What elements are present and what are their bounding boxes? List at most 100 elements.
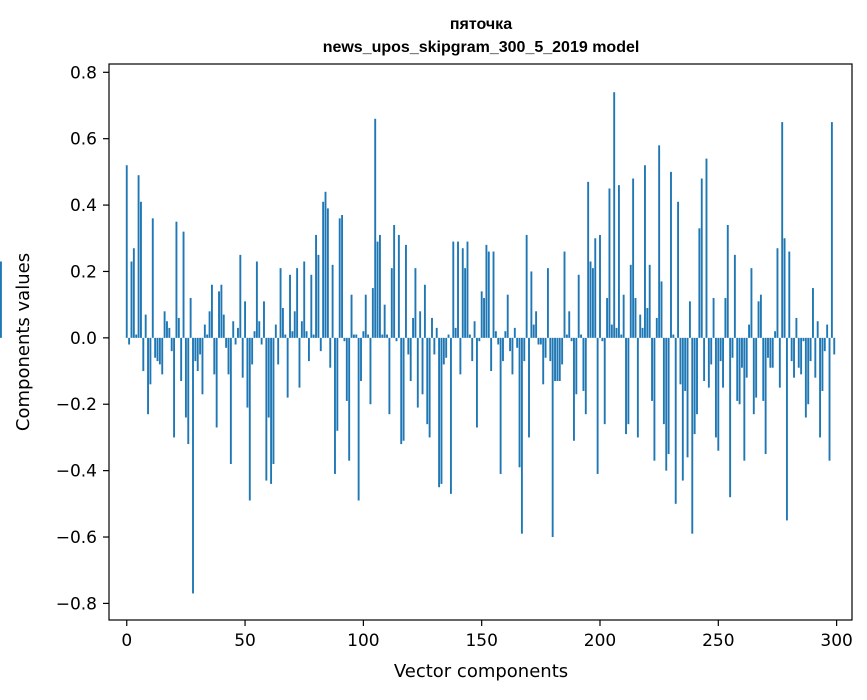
bar-component-291	[814, 337, 817, 378]
bar-component-81	[317, 254, 320, 338]
bar-component-141	[459, 337, 462, 375]
bar-component-281	[790, 337, 793, 362]
bar-component-199	[596, 337, 599, 474]
bar-component-8	[144, 314, 147, 338]
bar-component-108	[381, 334, 384, 338]
bar-component-107	[378, 234, 381, 338]
bar-component-46	[234, 337, 237, 345]
bar-component-171	[530, 271, 533, 338]
y-tick-label: −0.2	[56, 395, 97, 415]
bar-component-61	[270, 337, 273, 484]
bar-component-22	[177, 317, 180, 338]
bar-component-33	[203, 324, 206, 338]
bar-component-259	[738, 337, 741, 405]
bar-component-293	[819, 337, 821, 438]
bar-component-161	[506, 294, 509, 338]
bar-component-167	[520, 337, 523, 534]
bar-component-295	[823, 337, 826, 352]
bar-component-212	[627, 337, 630, 425]
bar-component-170	[528, 337, 530, 438]
bar-component-undefined	[0, 261, 2, 338]
bar-component-164	[513, 327, 516, 338]
bar-component-144	[466, 241, 469, 338]
bar-component-263	[748, 324, 751, 338]
bar-component-114	[395, 337, 398, 342]
bar-component-288	[807, 337, 810, 405]
bar-component-52	[248, 337, 251, 501]
bar-component-79	[312, 334, 315, 338]
bar-component-1	[128, 337, 131, 345]
bar-component-242	[698, 228, 701, 338]
bar-component-47	[237, 327, 239, 338]
bar-component-183	[558, 337, 561, 381]
bar-component-138	[452, 241, 455, 338]
bar-component-201	[601, 337, 604, 342]
bar-component-160	[504, 331, 507, 338]
bar-component-243	[700, 178, 703, 338]
bar-component-65	[279, 268, 282, 338]
y-tick-label: −0.6	[56, 528, 97, 548]
bar-component-232	[674, 337, 677, 504]
bar-component-21	[175, 221, 178, 338]
bar-component-275	[776, 248, 779, 338]
bar-component-90	[338, 218, 341, 338]
bar-component-41	[222, 314, 225, 338]
bar-component-134	[442, 337, 445, 365]
bar-component-207	[615, 327, 618, 338]
bar-component-30	[196, 337, 199, 372]
bar-component-72	[296, 268, 299, 338]
y-tick-label: −0.4	[56, 462, 97, 482]
bar-component-211	[625, 337, 627, 435]
bar-component-267	[757, 301, 760, 338]
bar-component-256	[731, 337, 734, 358]
bar-component-97	[355, 334, 358, 338]
bar-component-29	[194, 337, 197, 362]
bar-component-298	[830, 122, 833, 338]
y-tick-label: 0.4	[70, 196, 97, 216]
bar-component-129	[431, 317, 433, 338]
bar-component-282	[793, 337, 795, 378]
bar-component-187	[568, 311, 571, 338]
bar-component-280	[788, 251, 791, 338]
y-tick-label: 0.2	[70, 262, 97, 282]
bar-component-266	[755, 337, 758, 398]
bar-component-50	[244, 301, 246, 338]
bar-component-289	[809, 337, 812, 362]
bar-component-112	[390, 268, 393, 338]
x-axis-label: Vector components	[394, 661, 568, 682]
bar-component-132	[438, 337, 441, 488]
x-tick-label: 200	[584, 631, 616, 651]
bar-component-236	[684, 337, 687, 391]
bar-component-25	[184, 337, 187, 418]
bar-component-70	[291, 331, 294, 338]
bar-component-213	[629, 264, 632, 338]
bar-component-100	[362, 331, 365, 338]
bar-component-69	[289, 274, 291, 338]
bar-component-120	[409, 337, 412, 381]
bar-component-186	[565, 334, 568, 338]
bar-component-124	[419, 311, 422, 338]
bar-component-63	[274, 324, 277, 338]
bar-component-252	[722, 337, 724, 388]
bar-component-84	[324, 191, 327, 338]
bar-component-157	[497, 337, 500, 345]
bar-component-3	[132, 248, 135, 338]
bar-component-205	[610, 324, 613, 338]
bar-component-283	[795, 317, 798, 338]
bar-component-200	[599, 234, 601, 338]
bar-component-18	[168, 327, 171, 338]
bar-component-28	[192, 337, 194, 594]
bar-component-23	[180, 337, 183, 381]
bar-component-91	[341, 215, 344, 338]
bar-component-174	[537, 337, 540, 345]
bar-component-117	[402, 337, 405, 441]
bar-component-111	[388, 337, 391, 415]
bar-component-110	[386, 334, 388, 338]
bar-component-195	[587, 181, 590, 338]
bar-component-135	[445, 337, 448, 358]
bar-component-86	[329, 337, 332, 368]
bar-component-258	[736, 337, 739, 401]
bar-component-172	[532, 324, 535, 338]
chart-title-line2: news_upos_skipgram_300_5_2019 model	[323, 39, 640, 56]
bar-component-148	[476, 337, 478, 428]
